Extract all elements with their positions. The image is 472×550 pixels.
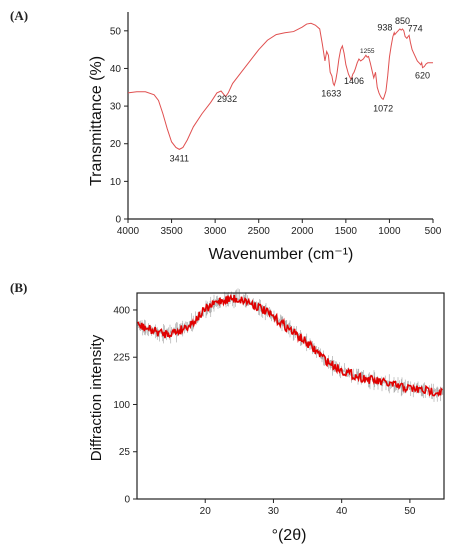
chart-b-y-tick-label: 225 <box>113 353 130 364</box>
chart-b-y-axis-title: Diffraction intensity <box>88 334 105 461</box>
chart-a-annotation: 1633 <box>321 88 341 98</box>
chart-a-x-axis-title: Wavenumber (cm⁻¹) <box>209 246 354 263</box>
chart-a-annotation: 3411 <box>170 153 189 163</box>
chart-a-y-ticks: 0 10 20 30 40 50 <box>110 26 128 226</box>
chart-b-x-tick-label: 40 <box>336 506 348 517</box>
chart-a-y-tick-label: 30 <box>110 102 122 113</box>
chart-b-y-tick-label: 100 <box>113 400 130 411</box>
chart-b-y-tick-label: 400 <box>113 305 130 316</box>
chart-a-annotation: 2932 <box>217 94 237 104</box>
chart-a-y-tick-label: 0 <box>115 215 121 226</box>
chart-a-series-line <box>127 22 433 150</box>
chart-a-x-tick-label: 1500 <box>335 226 358 237</box>
chart-a-x-tick-label: 2000 <box>291 226 314 237</box>
chart-a-y-tick-label: 40 <box>110 64 122 75</box>
chart-a-annotation: 850 <box>395 16 410 26</box>
chart-b-y-ticks: 0 25 100 225 400 <box>113 305 137 506</box>
chart-a-y-tick-label: 10 <box>110 177 122 188</box>
chart-a-axis-frame <box>127 12 433 220</box>
chart-a: 4000 3500 3000 2500 2000 1500 1000 500 0 10 20 30 4… <box>88 12 442 263</box>
panel-label-a: (A) <box>10 8 29 23</box>
chart-a-y-tick-label: 20 <box>110 139 122 150</box>
chart-b-x-axis-title: °(2θ) <box>272 527 307 544</box>
panel-label-b: (B) <box>10 280 28 295</box>
chart-b-plot-frame <box>136 292 445 500</box>
chart-b: 20 30 40 50 0 25 100 225 400 °(2θ) Diffraction … <box>88 288 445 544</box>
chart-b-y-tick-label: 25 <box>119 447 131 458</box>
chart-b-series-line <box>137 293 443 397</box>
chart-a-annotation: 1072 <box>373 103 393 113</box>
chart-a-y-axis-title: Transmittance (%) <box>88 56 105 186</box>
chart-b-y-tick-label: 0 <box>124 495 130 506</box>
chart-a-x-tick-label: 4000 <box>117 226 140 237</box>
chart-b-x-tick-label: 20 <box>200 506 212 517</box>
chart-b-x-tick-label: 30 <box>268 506 280 517</box>
chart-a-x-tick-label: 3000 <box>204 226 227 237</box>
chart-b-x-tick-label: 50 <box>404 506 416 517</box>
chart-a-x-tick-label: 2500 <box>248 226 271 237</box>
chart-a-x-tick-label: 3500 <box>160 226 183 237</box>
chart-a-annotation: 1406 <box>344 76 364 86</box>
chart-a-annotation: 938 <box>377 23 392 33</box>
chart-a-x-tick-label: 500 <box>425 226 442 237</box>
chart-a-x-tick-label: 1000 <box>378 226 401 237</box>
chart-a-x-ticks: 4000 3500 3000 2500 2000 1500 1000 500 <box>117 219 442 237</box>
chart-a-annotation: 1255 <box>360 48 375 55</box>
chart-a-annotation: 774 <box>408 23 423 33</box>
chart-b-x-ticks: 20 30 40 50 <box>200 499 416 517</box>
chart-a-y-tick-label: 50 <box>110 26 122 37</box>
chart-a-annotation: 620 <box>415 71 430 81</box>
